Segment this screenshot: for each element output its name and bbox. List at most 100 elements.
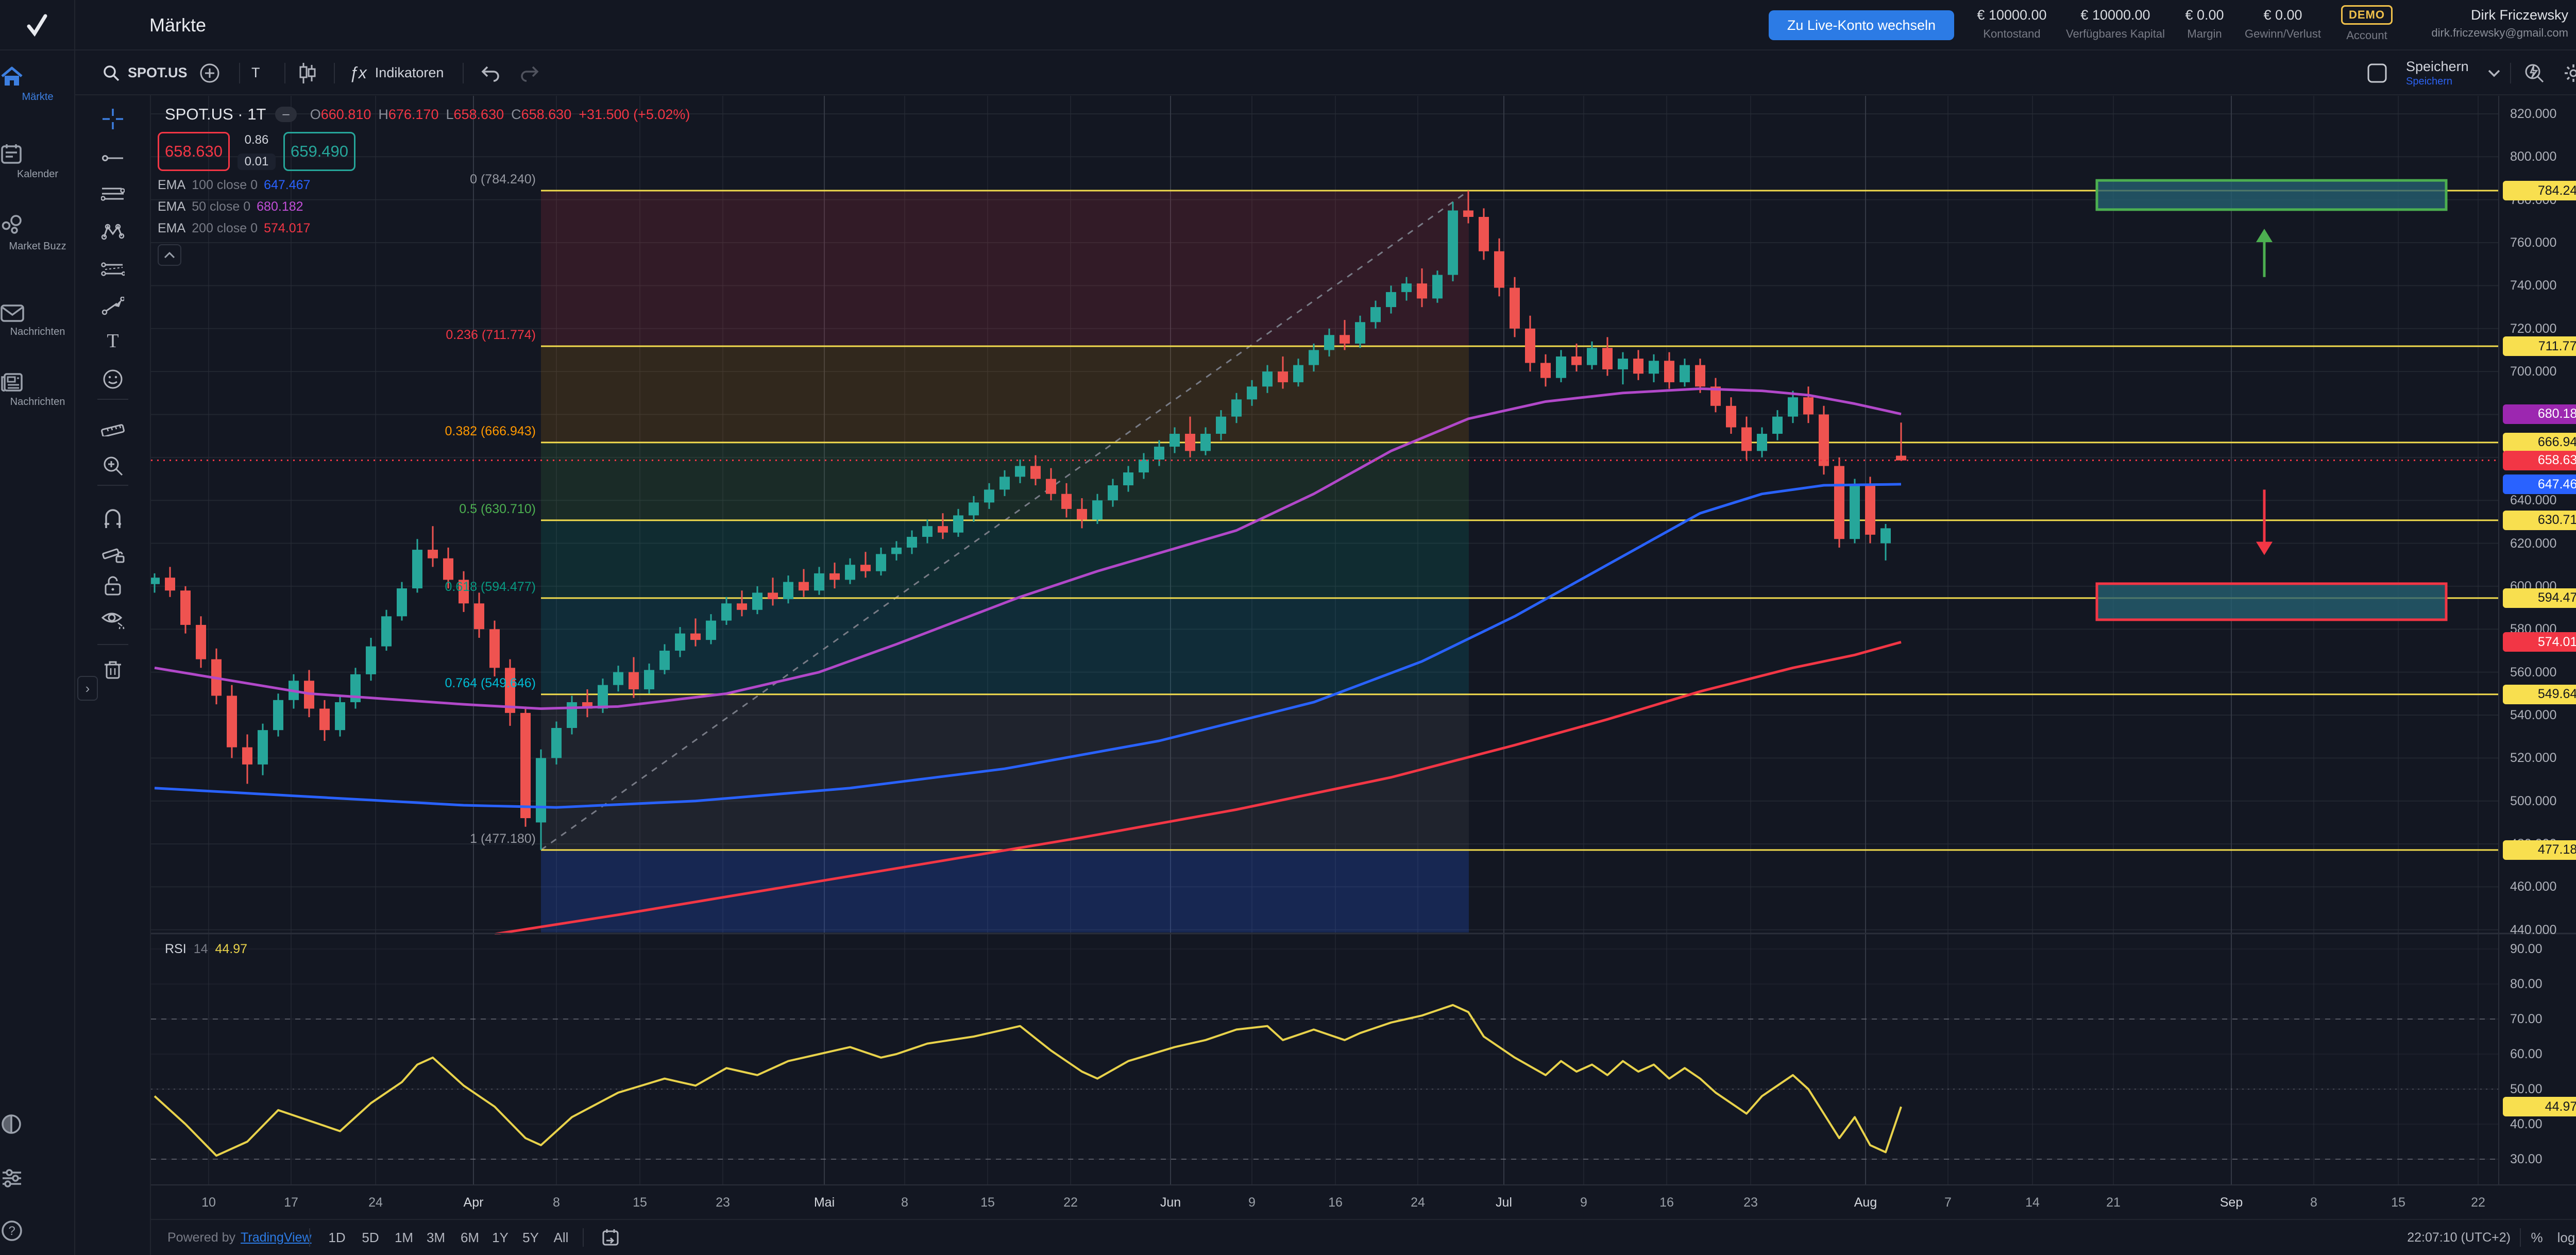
powered-by: Powered by TradingView — [167, 1230, 312, 1245]
fib-retracement-tool[interactable] — [98, 179, 127, 208]
arrow-marker-tool[interactable] — [98, 292, 127, 320]
fib-zone — [541, 520, 1469, 598]
session-clock[interactable]: 22:07:10 (UTC+2) — [2407, 1230, 2511, 1245]
range-5d[interactable]: 5D — [362, 1229, 379, 1245]
candle-body — [644, 670, 654, 689]
bottom-divider — [2520, 1228, 2521, 1247]
ema-100-line[interactable] — [154, 483, 1902, 809]
log-scale-toggle[interactable]: log — [2557, 1229, 2575, 1245]
range-3m[interactable]: 3M — [426, 1229, 446, 1245]
range-1m[interactable]: 1M — [394, 1229, 414, 1245]
candle-body — [1664, 361, 1674, 382]
account-label: Account — [2346, 29, 2387, 42]
range-1d[interactable]: 1D — [328, 1229, 346, 1245]
fib-zone-below — [541, 850, 1469, 932]
buy-button[interactable]: 659.490 — [283, 132, 355, 171]
user-info[interactable]: Dirk Friczewsky dirk.friczewsky@gmail.co… — [2401, 0, 2568, 50]
range-6m[interactable]: 6M — [460, 1229, 480, 1245]
candle-body — [1865, 485, 1875, 535]
sidebar-item-nachrichten-news[interactable]: Nachrichten — [0, 372, 75, 409]
indicators-button[interactable]: ƒx Indikatoren — [349, 50, 444, 95]
percent-scale-toggle[interactable]: % — [2531, 1229, 2543, 1245]
save-layout-button[interactable]: Speichern Speichern — [2406, 50, 2469, 95]
rsi-tick-70: 70.00 — [2510, 1012, 2543, 1026]
remove-drawings-tool[interactable] — [98, 655, 127, 684]
zone-box-upper[interactable] — [2095, 179, 2448, 211]
candle-body — [1185, 433, 1195, 451]
price-tick-560: 560.000 — [2510, 665, 2557, 680]
indicator-row-ema50[interactable]: EMA 50 close 0 680.182 — [158, 199, 303, 214]
tradingview-link[interactable]: TradingView — [241, 1230, 312, 1245]
lock-all-tool[interactable] — [98, 571, 127, 600]
hide-all-tool[interactable] — [98, 605, 127, 634]
toolbar-expand-button[interactable]: › — [77, 676, 98, 701]
indicator-row-ema100[interactable]: EMA 100 close 0 647.467 — [158, 178, 311, 192]
settings-sliders[interactable] — [0, 1167, 75, 1189]
go-to-date-button[interactable] — [600, 1220, 621, 1255]
measure-tool[interactable] — [98, 414, 127, 443]
sidebar-item-kalender[interactable]: Kalender — [0, 142, 75, 181]
theme-toggle[interactable] — [0, 1113, 75, 1135]
ema-50-line[interactable] — [154, 387, 1902, 710]
rsi-params: 14 — [193, 942, 208, 956]
interval-button[interactable]: T — [251, 50, 260, 95]
layout-select-button[interactable] — [2367, 50, 2387, 95]
eye-hide-icon — [101, 613, 125, 629]
range-1y[interactable]: 1Y — [492, 1229, 509, 1245]
user-name: Dirk Friczewsky — [2471, 7, 2568, 23]
app-logo[interactable] — [0, 0, 75, 50]
undo-button[interactable] — [480, 50, 501, 95]
price-tick-440: 440.000 — [2510, 922, 2557, 937]
sidebar-item-nachrichten-mail[interactable]: Nachrichten — [0, 304, 75, 338]
zoom-in-tool[interactable] — [98, 451, 127, 480]
undo-icon — [481, 66, 499, 82]
market-status-pill[interactable]: – — [275, 107, 297, 122]
emoji-tool[interactable] — [98, 365, 127, 394]
candle-body — [969, 502, 979, 516]
rsi-tick-60: 60.00 — [2510, 1047, 2543, 1061]
trend-line-tool[interactable] — [98, 144, 127, 173]
rsi-value: 44.97 — [215, 942, 248, 956]
candle-body — [675, 633, 685, 651]
indicator-row-ema200[interactable]: EMA 200 close 0 574.017 — [158, 221, 311, 235]
save-menu-chevron[interactable] — [2487, 50, 2501, 95]
candle-body — [814, 573, 824, 591]
legend-collapse-button[interactable] — [158, 244, 181, 266]
text-tool[interactable]: T — [98, 327, 127, 356]
candle-body — [1602, 348, 1613, 369]
drawing-mode-tool[interactable] — [98, 540, 127, 569]
rsi-tick-90: 90.00 — [2510, 942, 2543, 956]
chart-settings-button[interactable] — [2563, 50, 2576, 95]
sell-button[interactable]: 658.630 — [158, 132, 230, 171]
symbol-search[interactable]: SPOT.US — [102, 50, 188, 95]
candle-body — [891, 547, 902, 554]
candle-body — [1726, 405, 1736, 428]
tool-divider — [97, 644, 128, 645]
prediction-tool[interactable] — [98, 255, 127, 283]
help-button[interactable]: ? — [0, 1219, 75, 1243]
fib-label-0.764: 0.764 (549.646) — [445, 675, 536, 690]
sidebar-item-market-buzz[interactable]: Market Buzz — [0, 214, 75, 253]
candle-body — [1046, 479, 1056, 494]
redo-icon — [521, 66, 539, 82]
crosshair-tool[interactable] — [98, 105, 127, 133]
range-all[interactable]: All — [553, 1229, 569, 1245]
chart-style-button[interactable] — [298, 50, 316, 95]
range-5y[interactable]: 5Y — [522, 1229, 539, 1245]
zone-box-lower[interactable] — [2095, 582, 2448, 621]
time-tick-Apr: Apr — [463, 1195, 484, 1210]
candle-body — [196, 624, 206, 659]
quick-search-button[interactable] — [2523, 50, 2545, 95]
magnet-tool[interactable] — [98, 504, 127, 533]
symbol-interval-label[interactable]: SPOT.US · 1T — [165, 105, 266, 123]
rsi-line[interactable] — [154, 1004, 1902, 1157]
pattern-tool[interactable] — [98, 217, 127, 246]
redo-button[interactable] — [519, 50, 540, 95]
compare-add-button[interactable] — [199, 50, 221, 95]
rsi-legend[interactable]: RSI 14 44.97 — [165, 942, 247, 957]
switch-to-live-button[interactable]: Zu Live-Konto wechseln — [1769, 10, 1954, 40]
candle-body — [737, 603, 747, 610]
sidebar-item-maerkte[interactable]: Märkte — [0, 66, 75, 104]
ema-200-line[interactable] — [494, 640, 1902, 935]
